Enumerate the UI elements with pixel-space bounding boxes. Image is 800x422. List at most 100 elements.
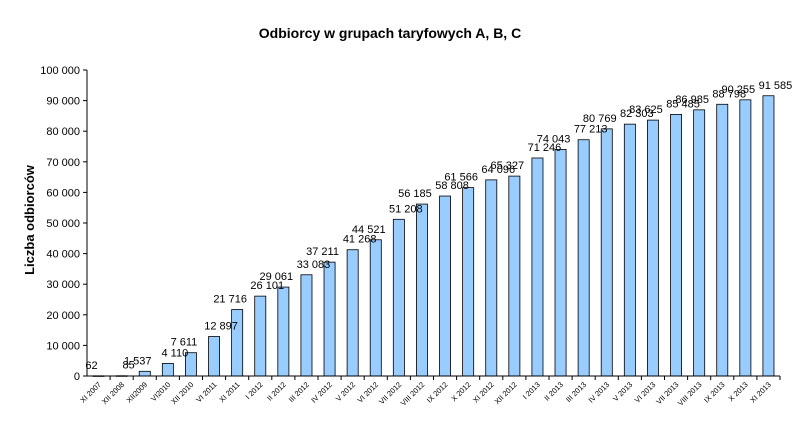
data-label: 33 083	[297, 259, 331, 271]
data-label: 83 625	[629, 104, 663, 116]
x-tick-label: XII 2010	[169, 380, 195, 406]
bar	[693, 109, 706, 377]
bar	[623, 123, 636, 377]
y-tick-label: 40 000	[46, 249, 80, 261]
x-tick-label: VI 2011	[194, 380, 218, 404]
x-tick-label: XI 2013	[748, 380, 773, 405]
bar	[323, 261, 336, 377]
data-label: 77 213	[574, 124, 608, 136]
data-label: 64 096	[481, 164, 515, 176]
x-tick-label: XI 2012	[471, 380, 496, 405]
x-tick-label: IV 2013	[587, 380, 612, 405]
y-tick-label: 10 000	[46, 340, 80, 352]
data-label: 85 485	[666, 98, 700, 110]
data-label: 65 327	[491, 160, 525, 172]
bar	[739, 99, 752, 377]
y-tick-label: 50 000	[46, 218, 80, 230]
bar	[670, 114, 683, 377]
bar	[508, 175, 521, 377]
x-tick-label: XII 2012	[493, 380, 519, 406]
data-label: 4 110	[161, 347, 188, 359]
data-label: 51 208	[389, 203, 423, 215]
x-tick-label: XI 2011	[217, 380, 241, 404]
x-tick-label: VIII 2012	[399, 380, 427, 408]
x-tick-label: V 2012	[334, 380, 357, 403]
data-label: 88 798	[712, 88, 746, 100]
data-label: 80 769	[583, 113, 617, 125]
x-tick-label: I 2013	[521, 380, 542, 401]
bar	[439, 195, 452, 377]
bar	[554, 149, 567, 377]
x-tick-label: IV 2012	[309, 380, 334, 405]
x-tick-label: VI 2012	[356, 380, 381, 405]
data-label: 71 246	[528, 142, 562, 154]
x-tick-label: X 2012	[449, 380, 472, 403]
data-label: 61 566	[444, 172, 478, 184]
data-label: 91 585	[759, 80, 793, 92]
bar	[161, 363, 174, 377]
data-label: 26 101	[250, 280, 284, 292]
x-tick-label: X 2013	[727, 380, 750, 403]
data-label: 1 537	[124, 355, 152, 367]
bar	[277, 286, 290, 377]
y-tick-label: 30 000	[46, 279, 80, 291]
data-label: 58 808	[435, 180, 469, 192]
data-label: 41 268	[343, 234, 377, 246]
bar	[369, 239, 382, 377]
bar	[716, 103, 729, 377]
x-tick-label: IX 2012	[425, 380, 450, 405]
bar	[762, 95, 775, 377]
y-tick-label: 90 000	[46, 96, 80, 108]
bar	[138, 370, 151, 377]
bar	[231, 309, 244, 377]
bar	[300, 274, 313, 377]
data-label: 90 255	[722, 84, 756, 96]
data-label: 86 985	[675, 94, 709, 106]
data-label: 21 716	[213, 294, 247, 306]
data-label: 74 043	[537, 133, 571, 145]
data-label: 85	[123, 360, 135, 372]
y-tick-label: 0	[74, 371, 80, 383]
x-tick-label: I 2012	[244, 380, 265, 401]
x-tick-label: IX 2013	[702, 380, 727, 405]
bar	[531, 157, 544, 377]
bar	[577, 139, 590, 377]
bar	[462, 187, 475, 377]
bar	[416, 203, 428, 377]
bar	[346, 249, 359, 377]
data-label: 7 611	[171, 337, 198, 349]
y-tick-label: 70 000	[46, 157, 80, 169]
y-axis-label: Liczba odbiorców	[22, 164, 37, 275]
x-tick-label: V 2013	[611, 380, 634, 403]
data-label: 62	[85, 360, 97, 372]
data-label: 12 897	[204, 321, 238, 333]
x-tick-label: III 2013	[564, 380, 588, 404]
y-axis: 0 10 000 20 000 30 000 40 000 50 000 60 000 70 …	[40, 65, 88, 383]
y-tick-label: 60 000	[46, 187, 80, 199]
data-label: 56 185	[398, 188, 432, 200]
bars	[92, 95, 775, 377]
x-tick-label: II 2012	[265, 380, 288, 403]
x-tick-label: III 2012	[287, 380, 311, 404]
x-tick-label: XI 2007	[78, 380, 103, 405]
bar	[392, 218, 405, 377]
bar	[208, 336, 220, 377]
x-tick-label: II 2013	[542, 380, 565, 403]
bar	[485, 179, 498, 377]
data-label: 29 061	[260, 271, 294, 283]
x-tick-label: XII 2008	[100, 380, 126, 406]
data-label: 82 303	[620, 108, 654, 120]
y-tick-label: 20 000	[46, 310, 80, 322]
x-tick-label: VIII 2013	[676, 380, 704, 408]
bar	[254, 295, 267, 377]
y-tick-label: 80 000	[46, 126, 80, 138]
bar	[600, 128, 613, 377]
data-label: 37 211	[306, 246, 339, 258]
x-tick-label: XII2009	[125, 380, 150, 405]
data-label: 44 521	[352, 224, 386, 236]
x-tick-label: VI 2013	[633, 380, 658, 405]
y-tick-label: 100 000	[40, 65, 80, 77]
chart-title: Odbiorcy w grupach taryfowych A, B, C	[259, 25, 521, 41]
